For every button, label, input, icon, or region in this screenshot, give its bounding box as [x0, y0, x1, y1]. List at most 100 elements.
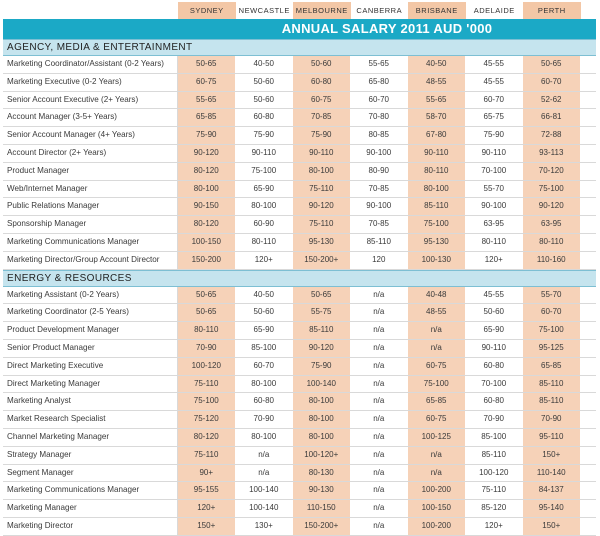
salary-cell: 90-100 — [350, 144, 408, 162]
salary-cell: 40-50 — [235, 286, 293, 304]
salary-cell: 80-110 — [178, 322, 236, 339]
salary-cell: 52-62 — [523, 91, 581, 109]
role-label: Public Relations Manager — [3, 198, 178, 216]
salary-cell: 95-110 — [523, 428, 581, 446]
role-label: Marketing Communications Manager — [3, 233, 178, 251]
salary-cell: 80-90 — [350, 162, 408, 180]
table-row: Direct Marketing Executive 100-120 60-70 75… — [3, 357, 596, 376]
role-label: Product Manager — [3, 162, 178, 180]
salary-cell: 60-90 — [235, 216, 293, 233]
salary-cell: 120+ — [235, 251, 293, 269]
salary-cell: 85-110 — [465, 446, 523, 464]
salary-cell: 70-80 — [350, 109, 408, 127]
salary-cell: 60-75 — [408, 357, 466, 375]
table-row: Senior Product Manager 70-90 85-100 90-120 n… — [3, 339, 596, 358]
salary-cell: n/a — [350, 286, 408, 304]
salary-cell: 120+ — [465, 251, 523, 269]
salary-cell: 55-70 — [465, 180, 523, 198]
salary-cell: 70-120 — [523, 162, 581, 180]
salary-cell: 50-60 — [465, 304, 523, 322]
role-label: Senior Account Executive (2+ Years) — [3, 91, 178, 109]
salary-cell: 150-200+ — [293, 517, 351, 535]
salary-cell: 75-90 — [293, 357, 351, 375]
salary-cell: 60-80 — [465, 357, 523, 375]
salary-cell: 95-130 — [293, 233, 351, 251]
salary-cell: 75-100 — [408, 216, 466, 233]
salary-cell: 65-85 — [408, 393, 466, 411]
table-row: Marketing Executive (0-2 Years) 60-75 50-6… — [3, 73, 596, 92]
salary-cell: 50-65 — [178, 286, 236, 304]
salary-cell: 95-140 — [523, 500, 581, 517]
salary-cell: n/a — [350, 411, 408, 428]
salary-cell: 50-60 — [235, 73, 293, 91]
salary-cell: 100-120 — [178, 357, 236, 375]
salary-cell: 80-120 — [178, 216, 236, 233]
salary-cell: 150+ — [523, 517, 581, 535]
salary-table: SYDNEY NEWCASTLE MELBOURNE CANBERRA BRIS… — [3, 2, 596, 536]
role-label: Marketing Director — [3, 517, 178, 535]
role-label: Marketing Executive (0-2 Years) — [3, 73, 178, 91]
salary-cell: 80-110 — [465, 233, 523, 251]
city-header: ADELAIDE — [473, 6, 515, 15]
salary-cell: 80-100 — [235, 198, 293, 216]
salary-cell: 75-90 — [235, 127, 293, 144]
salary-cell: n/a — [408, 322, 466, 339]
salary-cell: 50-60 — [235, 304, 293, 322]
salary-cell: 50-65 — [293, 286, 351, 304]
table-row: Segment Manager 90+ n/a 80-130 n/a n/a 100-120… — [3, 464, 596, 483]
role-label: Web/Internet Manager — [3, 180, 178, 198]
role-label: Segment Manager — [3, 464, 178, 482]
table-title: ANNUAL SALARY 2011 AUD '000 — [281, 21, 493, 36]
salary-cell: 80-120 — [178, 428, 236, 446]
salary-cell: 90+ — [178, 464, 236, 482]
salary-cell: 60-70 — [465, 91, 523, 109]
salary-cell: 75-90 — [465, 127, 523, 144]
role-label: Senior Account Manager (4+ Years) — [3, 127, 178, 144]
table-row: Product Manager 80-120 75-100 80-100 80-90 80… — [3, 162, 596, 181]
salary-cell: n/a — [235, 446, 293, 464]
salary-cell: 75-110 — [293, 180, 351, 198]
salary-cell: 80-100 — [293, 411, 351, 428]
city-header: PERTH — [523, 2, 581, 19]
table-row: Senior Account Executive (2+ Years) 55-65… — [3, 91, 596, 110]
table-row: Senior Account Manager (4+ Years) 75-90 75… — [3, 127, 596, 145]
table-row: Sponsorship Manager 80-120 60-90 75-110 70-8… — [3, 216, 596, 234]
salary-cell: n/a — [350, 517, 408, 535]
salary-cell: n/a — [350, 464, 408, 482]
salary-cell: 60-80 — [465, 393, 523, 411]
salary-cell: 70-85 — [350, 180, 408, 198]
role-label: Marketing Coordinator (2-5 Years) — [3, 304, 178, 322]
salary-cell: 45-55 — [465, 56, 523, 73]
salary-cell: 80-100 — [235, 375, 293, 393]
role-label: Marketing Communications Manager — [3, 482, 178, 500]
salary-cell: 72-88 — [523, 127, 581, 144]
salary-cell: 75-90 — [178, 127, 236, 144]
salary-cell: 150+ — [178, 517, 236, 535]
salary-cell: 70-90 — [235, 411, 293, 428]
salary-cell: 58-70 — [408, 109, 466, 127]
salary-cell: 95-155 — [178, 482, 236, 500]
salary-cell: 70-100 — [465, 162, 523, 180]
salary-cell: 85-110 — [350, 233, 408, 251]
salary-cell: 70-100 — [465, 375, 523, 393]
salary-cell: 60-70 — [523, 304, 581, 322]
salary-cell: 55-75 — [293, 304, 351, 322]
salary-cell: 60-70 — [235, 357, 293, 375]
table-row: Marketing Manager 120+ 100-140 110-150 n/a 10… — [3, 500, 596, 518]
salary-cell: n/a — [350, 428, 408, 446]
salary-cell: 55-70 — [523, 286, 581, 304]
salary-cell: 100-130 — [408, 251, 466, 269]
salary-cell: 85-110 — [523, 375, 581, 393]
salary-cell: 93-113 — [523, 144, 581, 162]
table-row: Market Research Specialist 75-120 70-90 80-… — [3, 411, 596, 429]
city-header: MELBOURNE — [293, 2, 351, 19]
salary-cell: 150-200+ — [293, 251, 351, 269]
salary-cell: 48-55 — [408, 304, 466, 322]
role-label: Sponsorship Manager — [3, 216, 178, 233]
role-label: Account Manager (3-5+ Years) — [3, 109, 178, 127]
salary-cell: 90-120 — [178, 144, 236, 162]
salary-cell: 80-100 — [293, 162, 351, 180]
salary-cell: n/a — [350, 500, 408, 517]
salary-cell: 65-85 — [523, 357, 581, 375]
table-row: Marketing Coordinator (2-5 Years) 50-65 50… — [3, 304, 596, 323]
